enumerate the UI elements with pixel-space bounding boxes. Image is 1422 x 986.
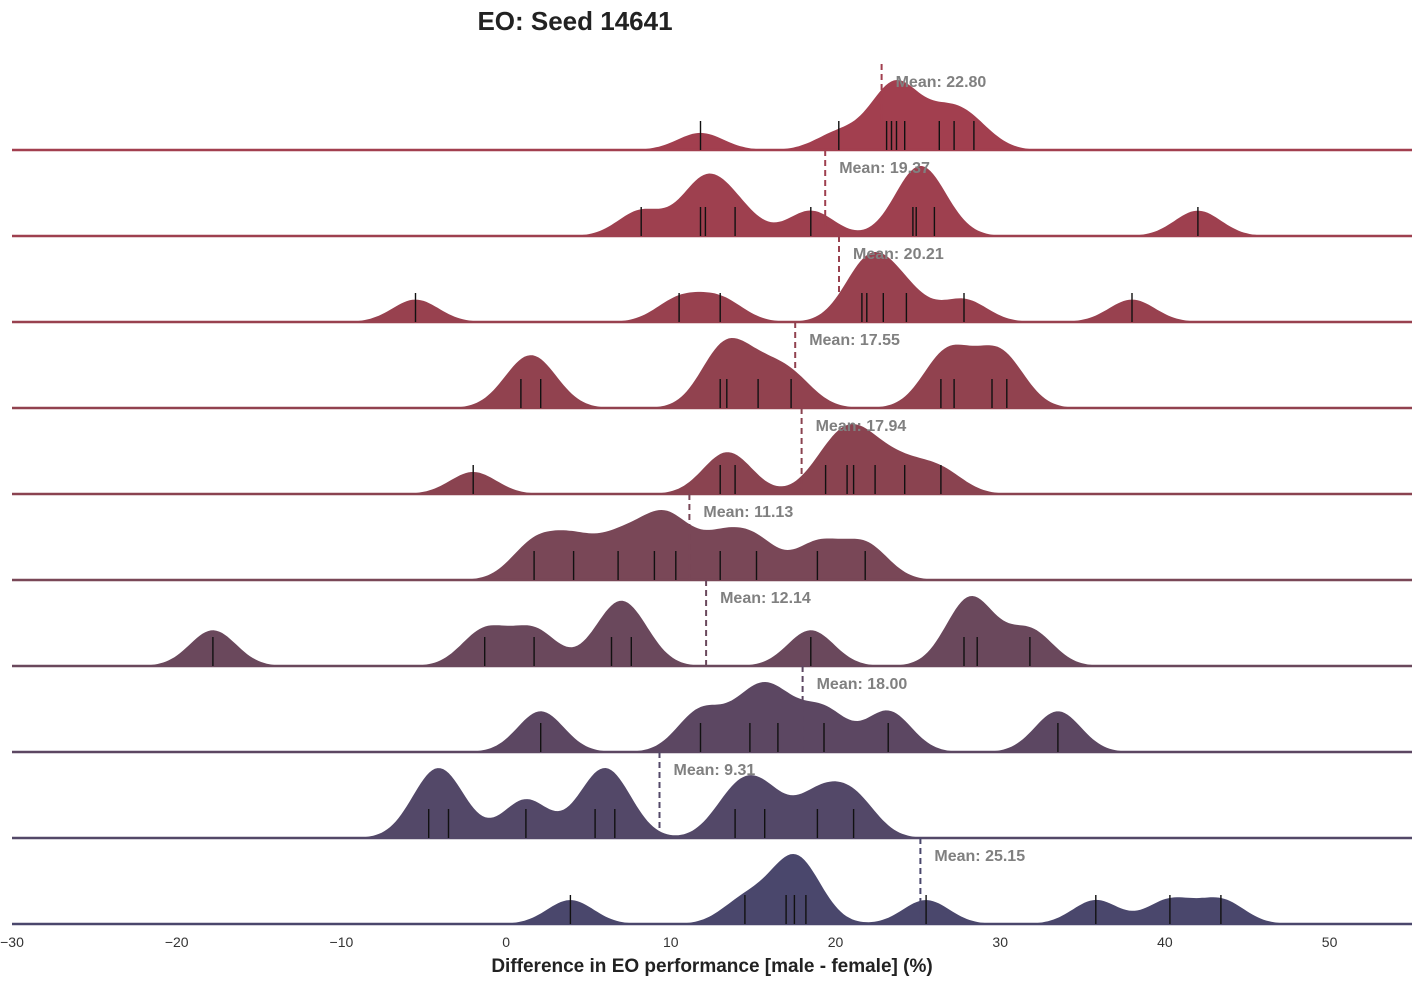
density-area — [12, 768, 1412, 838]
mean-label: Mean: 17.94 — [816, 418, 907, 435]
mean-label: Mean: 25.15 — [934, 848, 1025, 865]
x-tick-label: −30 — [0, 934, 24, 950]
ridge-row-2: Mean: 19.37 — [12, 150, 1412, 238]
mean-label: Mean: 20.21 — [853, 246, 944, 263]
x-tick-label: 0 — [502, 934, 510, 950]
mean-label: Mean: 17.55 — [809, 332, 900, 349]
ridge-row-4: Mean: 17.55 — [12, 322, 1412, 410]
ridges-group: Mean: 22.80 Mean: 19.37 Mean: 20.21 Mean: 1… — [12, 64, 1412, 926]
ridge-row-10: Mean: 25.15 — [12, 838, 1412, 926]
mean-label: Mean: 18.00 — [817, 676, 908, 693]
x-tick-label: −10 — [330, 934, 354, 950]
x-tick-label: 30 — [992, 934, 1008, 950]
x-axis: −30 −20 −10 0 10 20 30 40 50 — [0, 934, 1337, 950]
ridge-row-1: Mean: 22.80 — [12, 64, 1412, 152]
ridge-row-5: Mean: 17.94 — [12, 408, 1412, 496]
x-tick-label: 40 — [1157, 934, 1173, 950]
mean-label: Mean: 19.37 — [839, 160, 930, 177]
x-axis-label: Difference in EO performance [male - fem… — [491, 956, 932, 977]
mean-label: Mean: 9.31 — [674, 762, 756, 779]
density-area — [12, 510, 1412, 580]
ridge-row-3: Mean: 20.21 — [12, 236, 1412, 324]
density-area — [12, 338, 1412, 408]
x-tick-label: 50 — [1322, 934, 1338, 950]
mean-label: Mean: 22.80 — [896, 74, 987, 91]
ridge-row-7: Mean: 12.14 — [12, 580, 1412, 668]
x-tick-label: 20 — [828, 934, 844, 950]
density-area — [12, 682, 1412, 752]
density-area — [12, 854, 1412, 924]
chart-title: EO: Seed 14641 — [477, 6, 672, 36]
mean-label: Mean: 12.14 — [720, 590, 811, 607]
ridge-row-6: Mean: 11.13 — [12, 494, 1412, 582]
density-area — [12, 596, 1412, 666]
ridge-row-9: Mean: 9.31 — [12, 752, 1412, 840]
density-area — [12, 424, 1412, 494]
ridge-row-8: Mean: 18.00 — [12, 666, 1412, 754]
density-area — [12, 80, 1412, 150]
x-tick-label: 10 — [663, 934, 679, 950]
density-area — [12, 252, 1412, 322]
density-area — [12, 166, 1412, 236]
x-tick-label: −20 — [165, 934, 189, 950]
mean-label: Mean: 11.13 — [703, 504, 793, 521]
